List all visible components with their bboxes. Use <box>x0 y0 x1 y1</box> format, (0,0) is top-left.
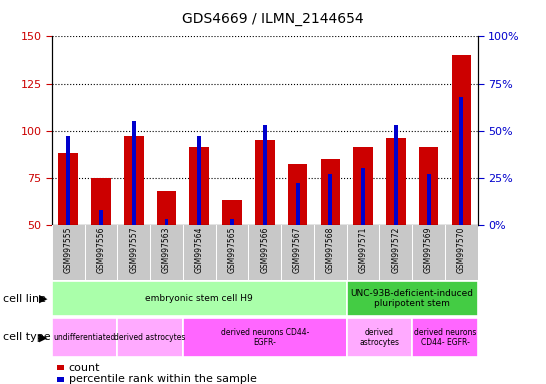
Text: GSM997565: GSM997565 <box>228 226 236 273</box>
Text: GSM997567: GSM997567 <box>293 226 302 273</box>
Text: GSM997570: GSM997570 <box>457 226 466 273</box>
Bar <box>426 174 431 225</box>
Text: GSM997566: GSM997566 <box>260 226 269 273</box>
Text: derived neurons CD44-
EGFR-: derived neurons CD44- EGFR- <box>221 328 309 347</box>
Bar <box>58 153 78 225</box>
Text: GSM997571: GSM997571 <box>359 226 367 273</box>
Bar <box>183 318 347 357</box>
Bar <box>412 318 478 357</box>
Bar <box>321 159 340 225</box>
Text: GSM997556: GSM997556 <box>97 226 105 273</box>
Text: GSM997568: GSM997568 <box>326 226 335 273</box>
Bar <box>157 191 176 225</box>
Text: GSM997572: GSM997572 <box>391 226 400 273</box>
Text: ▶: ▶ <box>39 293 48 304</box>
Bar <box>386 138 406 225</box>
Bar <box>328 174 333 225</box>
Text: GSM997569: GSM997569 <box>424 226 433 273</box>
Bar <box>295 183 300 225</box>
Bar <box>347 318 412 357</box>
Text: derived neurons
CD44- EGFR-: derived neurons CD44- EGFR- <box>414 328 476 347</box>
Text: GSM997557: GSM997557 <box>129 226 138 273</box>
Bar <box>99 210 103 225</box>
Text: GSM997555: GSM997555 <box>64 226 73 273</box>
Bar <box>52 281 347 316</box>
Bar <box>394 125 398 225</box>
Text: embryonic stem cell H9: embryonic stem cell H9 <box>145 294 253 303</box>
Text: undifferentiated: undifferentiated <box>54 333 116 342</box>
Bar <box>347 281 478 316</box>
Bar <box>419 147 438 225</box>
Text: percentile rank within the sample: percentile rank within the sample <box>69 374 257 384</box>
Text: cell line: cell line <box>3 293 46 304</box>
Bar <box>255 140 275 225</box>
Bar <box>117 318 183 357</box>
Text: GDS4669 / ILMN_2144654: GDS4669 / ILMN_2144654 <box>182 12 364 25</box>
Text: ▶: ▶ <box>39 332 48 343</box>
Bar <box>124 136 144 225</box>
Bar <box>459 97 464 225</box>
Bar <box>263 125 267 225</box>
Bar <box>66 136 70 225</box>
Text: UNC-93B-deficient-induced
pluripotent stem: UNC-93B-deficient-induced pluripotent st… <box>351 289 474 308</box>
Bar <box>353 147 373 225</box>
Bar <box>361 168 365 225</box>
Bar <box>222 200 242 225</box>
Text: GSM997564: GSM997564 <box>195 226 204 273</box>
Text: cell type: cell type <box>3 332 50 343</box>
Text: count: count <box>69 363 100 373</box>
Bar <box>230 219 234 225</box>
Bar <box>288 164 307 225</box>
Bar <box>452 55 471 225</box>
Bar <box>132 121 136 225</box>
Text: GSM997563: GSM997563 <box>162 226 171 273</box>
Bar <box>91 178 111 225</box>
Bar <box>189 147 209 225</box>
Text: derived
astrocytes: derived astrocytes <box>359 328 400 347</box>
Bar <box>164 219 169 225</box>
Bar <box>52 318 117 357</box>
Bar <box>197 136 201 225</box>
Text: derived astrocytes: derived astrocytes <box>115 333 186 342</box>
